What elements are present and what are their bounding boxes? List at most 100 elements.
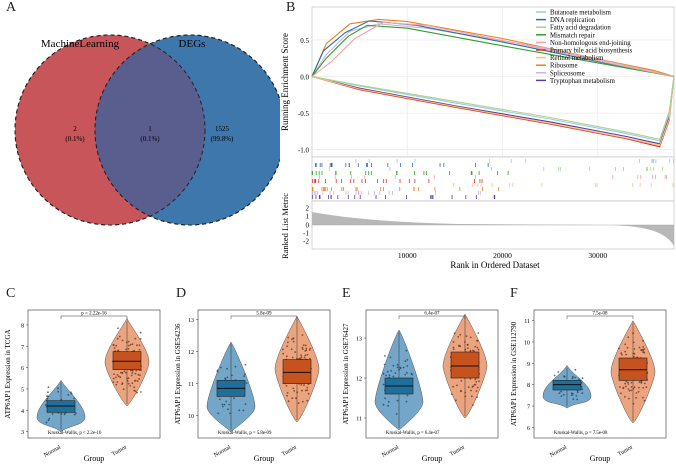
jitter-point [576, 398, 579, 401]
jitter-point [642, 340, 644, 342]
jitter-point [635, 392, 638, 394]
jitter-point [287, 341, 289, 344]
violin-ylabel: ATP6AP1 Expression in TCGA [4, 329, 12, 418]
box-tumor [112, 351, 142, 371]
jitter-point [286, 345, 288, 348]
jitter-point [635, 396, 637, 399]
violin-ytick: 13 [188, 318, 194, 324]
jitter-point [127, 344, 130, 347]
jitter-point [118, 335, 121, 338]
jitter-point [464, 341, 466, 343]
jitter-point [304, 354, 307, 357]
jitter-point [398, 368, 400, 371]
violin-xtick: Tumor [111, 445, 128, 458]
jitter-point [578, 378, 581, 381]
jitter-point [624, 382, 626, 385]
jitter-point [476, 386, 479, 389]
jitter-point [466, 347, 469, 350]
jitter-point [406, 365, 409, 367]
jitter-point [475, 390, 478, 392]
violin-ytick: 6 [527, 426, 530, 432]
jitter-point [300, 384, 303, 386]
jitter-point [406, 394, 409, 397]
violin-plot-f: 6 7 8 9 10 11 Normal Tumor 7.5e-08 Kruskal-Wallis… [510, 309, 667, 463]
venn-diagram: MachineLearning DEGs 2 (0.1%) 1 (0.1%) 1… [14, 34, 280, 226]
jitter-point [627, 336, 630, 339]
jitter-point [120, 371, 122, 374]
jitter-point [133, 349, 136, 352]
test-label: Kruskal-Wallis, p = 6.4e-07 [386, 431, 440, 436]
violin-xtick: Normal [549, 444, 568, 459]
violin-ytick: 5 [21, 387, 24, 393]
jitter-point [301, 389, 303, 392]
jitter-point [129, 385, 132, 387]
jitter-point [307, 392, 310, 395]
jitter-point [229, 412, 231, 415]
jitter-point [624, 385, 627, 388]
jitter-point [396, 399, 399, 402]
test-label: Kruskal-Wallis, p = 7.5e-08 [554, 431, 608, 436]
jitter-point [220, 366, 222, 369]
jitter-point [630, 386, 633, 388]
jitter-point [117, 375, 120, 378]
jitter-point [135, 369, 138, 372]
jitter-point [138, 348, 141, 351]
jitter-point [125, 341, 128, 344]
violin-ytick: 7 [527, 405, 530, 411]
jitter-point [466, 344, 469, 346]
jitter-point [404, 360, 407, 363]
gsea-legend-item: Mismatch repair [550, 32, 595, 39]
jitter-point [217, 412, 220, 415]
violin-xtick: Normal [381, 444, 400, 459]
jitter-point [73, 397, 75, 400]
jitter-point [60, 413, 63, 415]
jitter-point [301, 334, 304, 336]
jitter-point [129, 343, 132, 346]
jitter-point [476, 396, 479, 398]
jitter-point [292, 337, 295, 340]
box-normal [552, 380, 582, 391]
jitter-point [301, 348, 304, 351]
jitter-point [301, 346, 304, 349]
jitter-point [570, 394, 573, 397]
jitter-point [286, 355, 288, 358]
violin-xlabel: Group [422, 454, 442, 463]
jitter-point [306, 386, 309, 389]
jitter-point [572, 376, 574, 378]
jitter-point [291, 397, 294, 399]
jitter-point [47, 419, 50, 422]
violin-ytick: 6 [21, 366, 24, 372]
gsea-xtick: 20000 [493, 251, 512, 260]
jitter-point [464, 395, 467, 398]
jitter-point [392, 364, 395, 367]
jitter-point [625, 380, 628, 383]
jitter-point [126, 380, 129, 382]
jitter-point [619, 386, 621, 388]
jitter-point [470, 395, 473, 398]
violin-ytick: 12 [188, 350, 194, 356]
jitter-point [628, 397, 630, 400]
jitter-point [223, 403, 226, 406]
jitter-point [131, 343, 134, 345]
jitter-point [464, 391, 467, 394]
jitter-point [299, 357, 301, 360]
jitter-point [622, 387, 625, 390]
jitter-point [70, 391, 72, 394]
jitter-point [295, 397, 297, 400]
jitter-point [303, 356, 306, 359]
jitter-point [576, 391, 579, 394]
violin-plot-d: 10 11 12 13 Normal Tumor 5.8e-09 Kruskal-Wallis… [174, 309, 331, 463]
jitter-point [127, 382, 130, 385]
jitter-point [244, 373, 246, 376]
venn-mid-pct: (0.1%) [140, 135, 160, 143]
venn-overlap [95, 35, 205, 225]
pvalue-label: p = 2.22e-16 [81, 312, 107, 317]
jitter-point [282, 352, 285, 355]
jitter-point [469, 377, 472, 380]
jitter-point [67, 394, 70, 396]
gsea-xtick: 30000 [588, 251, 607, 260]
jitter-point [64, 412, 67, 415]
box-tumor [618, 357, 648, 381]
jitter-point [300, 354, 302, 356]
